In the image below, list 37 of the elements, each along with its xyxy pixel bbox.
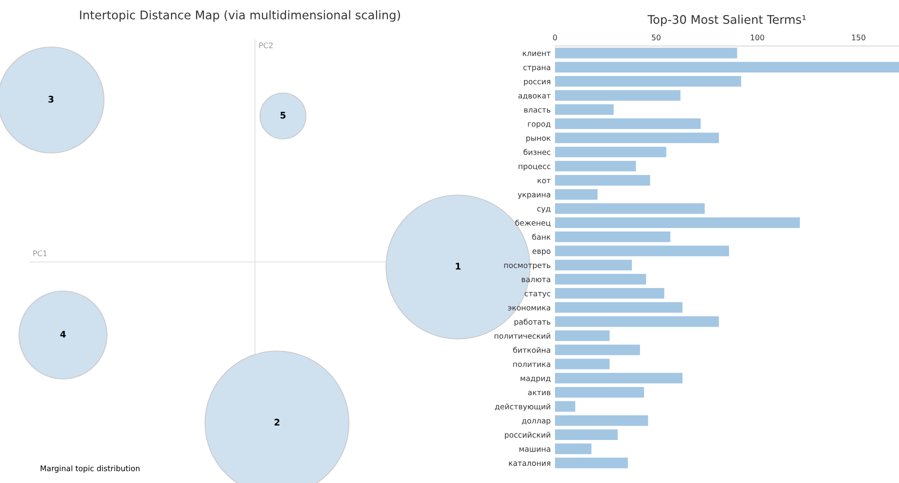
bar xyxy=(555,429,618,440)
bar xyxy=(555,274,646,284)
text: 2 xyxy=(274,418,280,426)
bar xyxy=(555,76,742,87)
bar xyxy=(555,174,650,186)
text: 5 xyxy=(280,112,286,119)
bar xyxy=(555,160,636,172)
bar xyxy=(555,62,899,72)
bar xyxy=(555,48,738,58)
bar xyxy=(555,444,592,454)
bar xyxy=(555,344,640,356)
bar xyxy=(555,316,719,327)
text: 1 xyxy=(456,262,461,270)
bar xyxy=(555,118,701,130)
text: Intertopic Distance Map (via multidimensional scaling) xyxy=(80,10,400,22)
bar xyxy=(555,302,682,313)
bar xyxy=(555,415,648,426)
text: 4 xyxy=(60,330,66,338)
text: 3 xyxy=(48,96,54,103)
chart-title: Top-30 Most Salient Terms¹ xyxy=(648,14,806,26)
bar xyxy=(555,330,610,342)
bar xyxy=(555,217,800,228)
bar xyxy=(555,288,664,299)
bar xyxy=(555,203,705,214)
bar xyxy=(555,246,730,256)
bar xyxy=(555,232,670,242)
bar xyxy=(555,260,632,270)
bar xyxy=(555,372,682,384)
bar xyxy=(555,132,719,144)
bar xyxy=(555,104,614,115)
bar xyxy=(555,401,576,412)
bar xyxy=(555,189,598,200)
bar xyxy=(555,386,644,398)
bar xyxy=(555,458,628,468)
bar xyxy=(555,358,610,370)
bar xyxy=(555,90,680,101)
bar xyxy=(555,146,666,158)
